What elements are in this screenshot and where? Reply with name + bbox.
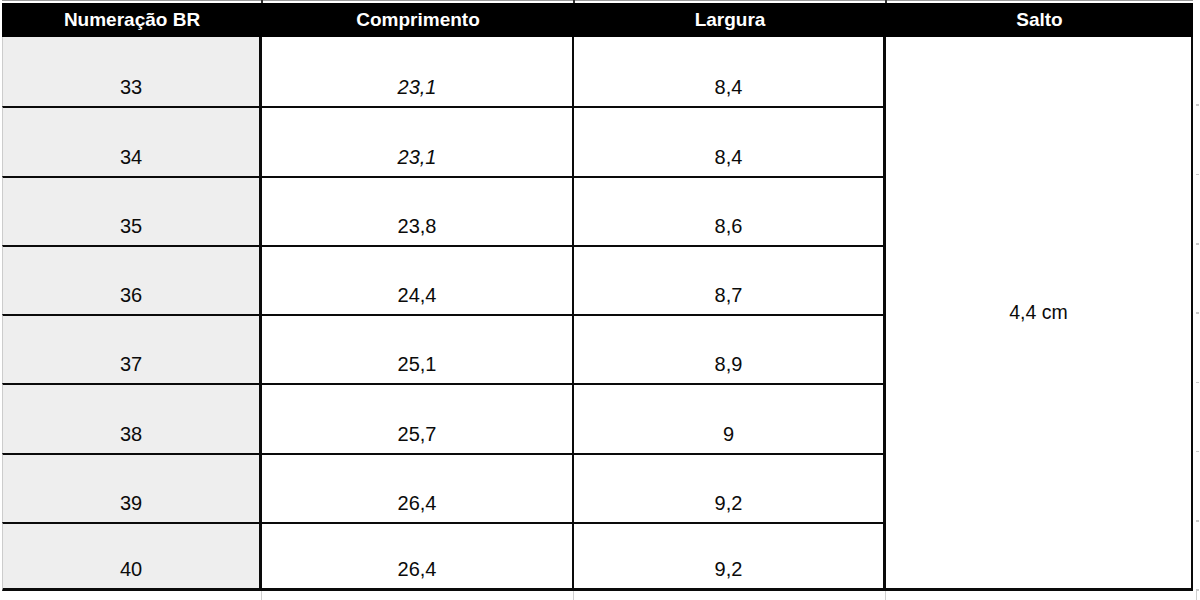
comprimento-cell: 25,1 [262, 314, 574, 383]
bottom-gridline-segment [1196, 591, 1197, 600]
numeracao-cell: 40 [2, 522, 262, 591]
header-largura: Largura [574, 3, 886, 37]
numeracao-value: 38 [120, 423, 142, 446]
comprimento-cell: 23,1 [262, 106, 574, 175]
size-chart-page: Numeração BR Comprimento Largura Salto 4… [0, 0, 1200, 600]
numeracao-value: 33 [120, 76, 142, 99]
largura-cell: 8,9 [574, 314, 886, 383]
comprimento-cell: 24,4 [262, 245, 574, 314]
comprimento-value: 23,1 [398, 76, 437, 99]
numeracao-cell: 38 [2, 383, 262, 452]
largura-cell: 8,4 [574, 37, 886, 106]
size-table: Numeração BR Comprimento Largura Salto 4… [2, 3, 1193, 591]
largura-cell: 9,2 [574, 522, 886, 591]
right-edge-ticks [1196, 37, 1199, 591]
largura-cell: 8,7 [574, 245, 886, 314]
bottom-gridline-segment [573, 591, 574, 600]
comprimento-value: 26,4 [398, 492, 437, 515]
largura-cell: 8,4 [574, 106, 886, 175]
comprimento-cell: 23,1 [262, 37, 574, 106]
header-comprimento: Comprimento [262, 3, 574, 37]
comprimento-value: 23,8 [398, 215, 437, 238]
largura-value: 9 [723, 423, 734, 446]
bottom-gridline-segment [261, 591, 262, 600]
salto-value: 4,4 cm [1009, 301, 1068, 324]
numeracao-cell: 33 [2, 37, 262, 106]
comprimento-value: 25,7 [398, 423, 437, 446]
salto-merged-cell: 4,4 cm [886, 37, 1193, 591]
numeracao-value: 34 [120, 146, 142, 169]
largura-cell: 9,2 [574, 453, 886, 522]
header-numeracao-br: Numeração BR [2, 3, 262, 37]
bottom-gridline-segment [885, 591, 886, 600]
comprimento-cell: 26,4 [262, 453, 574, 522]
largura-value: 9,2 [715, 492, 743, 515]
largura-value: 8,7 [715, 284, 743, 307]
numeracao-cell: 37 [2, 314, 262, 383]
comprimento-value: 26,4 [398, 558, 437, 581]
comprimento-cell: 25,7 [262, 383, 574, 452]
largura-cell: 8,6 [574, 176, 886, 245]
largura-value: 9,2 [715, 558, 743, 581]
comprimento-value: 23,1 [398, 146, 437, 169]
header-salto: Salto [886, 3, 1193, 37]
top-gridline [2, 0, 1193, 1]
numeracao-value: 35 [120, 215, 142, 238]
largura-value: 8,6 [715, 215, 743, 238]
largura-value: 8,4 [715, 76, 743, 99]
comprimento-cell: 26,4 [262, 522, 574, 591]
numeracao-cell: 39 [2, 453, 262, 522]
numeracao-cell: 36 [2, 245, 262, 314]
largura-value: 8,4 [715, 146, 743, 169]
comprimento-cell: 23,8 [262, 176, 574, 245]
numeracao-value: 39 [120, 492, 142, 515]
comprimento-value: 25,1 [398, 353, 437, 376]
comprimento-value: 24,4 [398, 284, 437, 307]
numeracao-value: 36 [120, 284, 142, 307]
largura-cell: 9 [574, 383, 886, 452]
numeracao-cell: 34 [2, 106, 262, 175]
largura-value: 8,9 [715, 353, 743, 376]
numeracao-value: 40 [120, 558, 142, 581]
numeracao-cell: 35 [2, 176, 262, 245]
numeracao-value: 37 [120, 353, 142, 376]
